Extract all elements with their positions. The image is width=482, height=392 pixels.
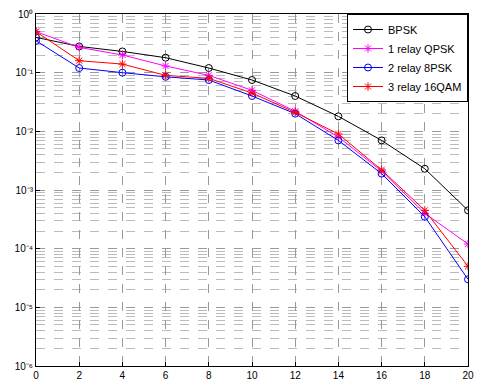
svg-text:8: 8	[206, 370, 212, 381]
svg-text:1 relay QPSK: 1 relay QPSK	[388, 43, 455, 55]
svg-text:3 relay 16QAM: 3 relay 16QAM	[388, 81, 461, 93]
svg-text:10⁻²: 10⁻²	[16, 126, 34, 137]
svg-text:14: 14	[333, 370, 345, 381]
svg-text:2 relay 8PSK: 2 relay 8PSK	[388, 62, 453, 74]
svg-text:6: 6	[163, 370, 169, 381]
svg-text:12: 12	[290, 370, 302, 381]
svg-text:10⁻¹: 10⁻¹	[16, 67, 34, 78]
svg-text:10: 10	[246, 370, 258, 381]
svg-text:10⁻⁶: 10⁻⁶	[15, 361, 33, 372]
svg-text:18: 18	[419, 370, 431, 381]
svg-text:10⁰: 10⁰	[18, 9, 33, 20]
svg-text:0: 0	[33, 370, 39, 381]
svg-text:16: 16	[376, 370, 388, 381]
svg-text:10⁻⁴: 10⁻⁴	[15, 243, 33, 254]
svg-text:2: 2	[76, 370, 82, 381]
svg-text:20: 20	[462, 370, 474, 381]
svg-text:10⁻³: 10⁻³	[16, 185, 34, 196]
svg-text:4: 4	[120, 370, 126, 381]
svg-text:10⁻⁵: 10⁻⁵	[15, 302, 33, 313]
svg-text:BPSK: BPSK	[388, 24, 418, 36]
